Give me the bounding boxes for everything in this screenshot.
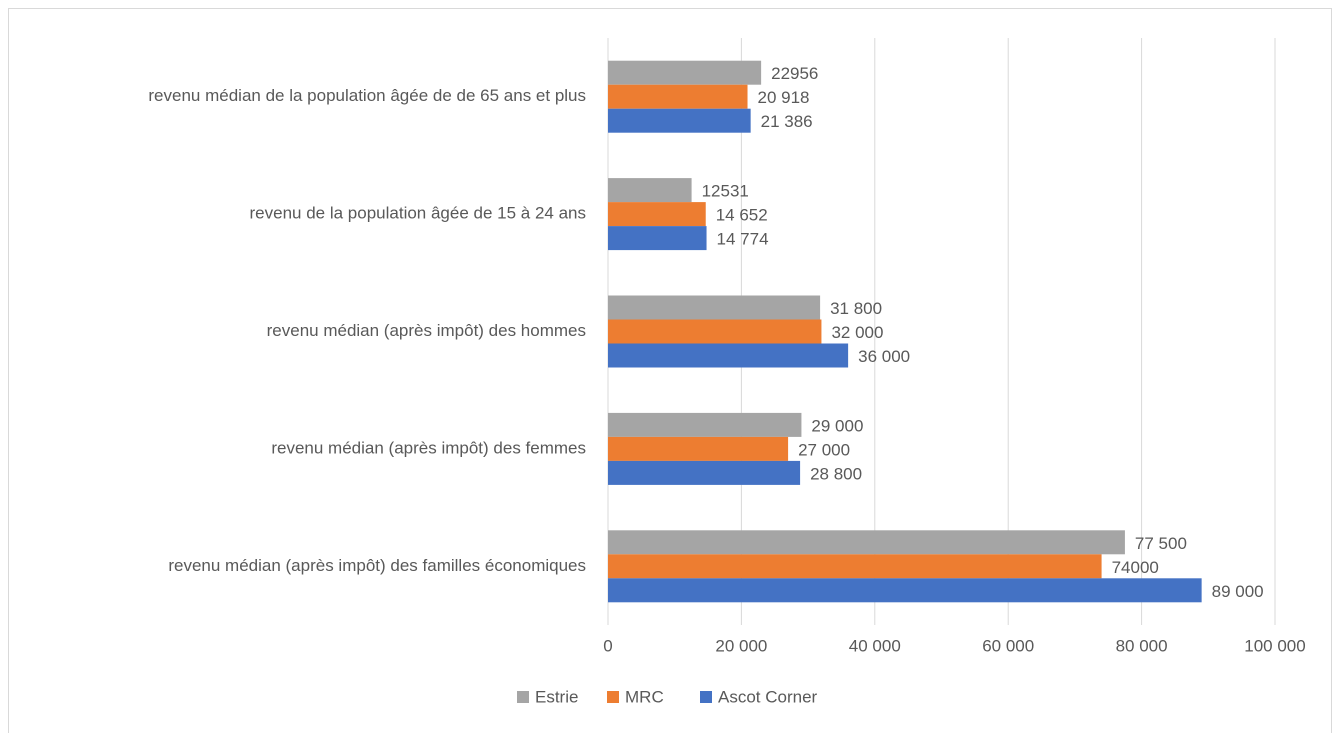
data-label: 22956 [771,64,818,83]
bar [608,178,692,203]
data-label: 32 000 [831,323,883,342]
data-label: 31 800 [830,299,882,318]
x-tick-label: 40 000 [849,636,901,655]
data-label: 77 500 [1135,534,1187,553]
data-label: 27 000 [798,440,850,459]
bar [608,412,802,437]
bar [608,319,822,344]
bar [608,84,748,109]
legend-swatch [517,691,529,703]
data-label: 14 774 [717,230,769,249]
bar [608,108,751,133]
y-tick-label: revenu médian de la population âgée de d… [148,86,586,105]
bar [608,578,1202,603]
y-tick-label: revenu médian (après impôt) des hommes [267,321,586,340]
legend-label: Estrie [535,687,578,706]
legend-swatch [607,691,619,703]
bar [608,343,849,368]
bar [608,226,707,251]
bar [608,530,1125,555]
bar [608,460,801,485]
y-tick-label: revenu médian (après impôt) des femmes [271,438,586,457]
chart-border [8,8,1332,733]
bar [608,60,762,85]
x-tick-label: 0 [603,636,612,655]
y-tick-label: revenu médian (après impôt) des familles… [168,556,586,575]
data-label: 14 652 [716,206,768,225]
legend-swatch [700,691,712,703]
x-tick-label: 100 000 [1244,636,1305,655]
data-label: 29 000 [811,416,863,435]
y-tick-label: revenu de la population âgée de 15 à 24 … [250,204,587,223]
data-label: 21 386 [761,112,813,131]
x-tick-label: 20 000 [715,636,767,655]
bar [608,295,821,320]
legend-label: Ascot Corner [718,687,818,706]
x-tick-label: 60 000 [982,636,1034,655]
bar [608,554,1102,579]
bar [608,202,706,227]
legend-label: MRC [625,687,664,706]
bar [608,436,789,461]
data-label: 36 000 [858,347,910,366]
x-tick-label: 80 000 [1116,636,1168,655]
data-label: 28 800 [810,464,862,483]
data-label: 89 000 [1212,582,1264,601]
data-label: 74000 [1112,558,1159,577]
data-label: 20 918 [758,88,810,107]
data-label: 12531 [702,182,749,201]
